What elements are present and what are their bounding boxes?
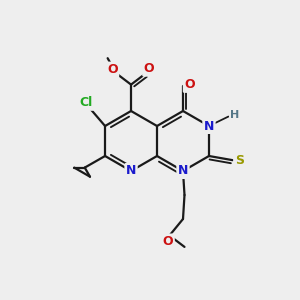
Text: H: H [230,110,240,120]
Text: O: O [144,62,154,75]
Text: N: N [178,164,188,178]
Text: O: O [107,63,118,76]
Text: O: O [184,78,195,92]
Text: O: O [163,235,173,248]
Text: N: N [126,164,136,178]
Text: N: N [204,119,214,133]
Text: Cl: Cl [80,96,93,109]
Text: S: S [235,154,244,167]
